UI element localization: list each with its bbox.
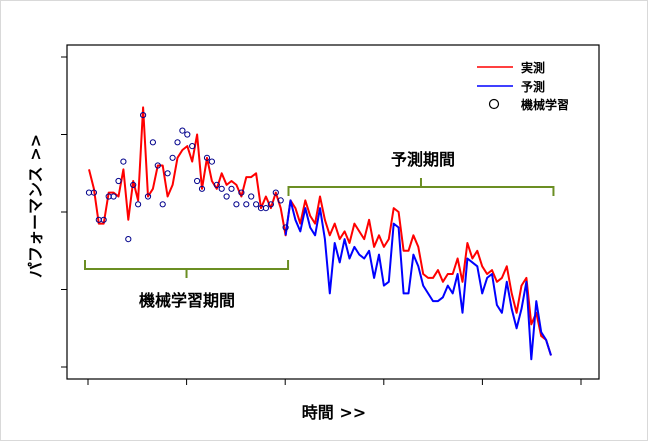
learning-period-bracket (84, 260, 290, 278)
ml-point (115, 177, 122, 185)
ml-point (120, 158, 127, 165)
ml-point (144, 193, 152, 200)
ml-point (198, 185, 206, 192)
ml-point (248, 193, 255, 200)
ml-point (238, 189, 245, 196)
legend: 実測 予測 機械学習 (477, 60, 569, 112)
legend-actual-label: 実測 (521, 60, 545, 75)
ml-point (203, 154, 211, 161)
ml-point (262, 205, 269, 212)
ml-point (228, 185, 235, 192)
ml-point (159, 201, 166, 208)
legend-predicted-label: 予測 (521, 79, 545, 94)
ml-point (243, 201, 250, 208)
ml-point (189, 143, 196, 150)
actual-series-line (88, 106, 552, 356)
ml-point (149, 139, 156, 146)
ml-point (164, 170, 171, 177)
ml-point (233, 201, 240, 208)
ml-point (174, 139, 181, 146)
ml-point (100, 216, 107, 223)
ml-point (110, 193, 117, 200)
prediction-period-bracket (287, 178, 555, 196)
legend-ml-label: 機械学習 (521, 97, 569, 112)
x-axis-label: 時間 >> (302, 403, 366, 422)
ml-point (154, 162, 161, 169)
ml-point (213, 181, 220, 188)
ml-point (267, 201, 274, 208)
ml-point (194, 177, 201, 185)
ml-point (90, 189, 98, 196)
predicted-series-line (284, 199, 552, 361)
ml-point (125, 236, 132, 243)
ml-point (272, 189, 279, 196)
ml-point (282, 224, 289, 231)
ml-point (130, 181, 137, 188)
ml-point (277, 197, 284, 204)
ml-point (223, 193, 230, 200)
ml-point (184, 131, 191, 138)
ml-point (135, 201, 142, 208)
ml-point (253, 201, 260, 208)
ml-point (179, 127, 186, 134)
period-brackets (84, 178, 555, 278)
ml-point (218, 185, 225, 192)
legend-ml-marker (488, 98, 500, 110)
ml-point (169, 154, 176, 161)
series-layer (85, 106, 552, 361)
learning-period-label: 機械学習期間 (139, 291, 235, 310)
plot-area (66, 44, 600, 380)
ml-point (140, 112, 147, 119)
y-axis-label: パフォーマンス >> (26, 134, 45, 278)
prediction-period-label: 予測期間 (391, 150, 455, 169)
axes (61, 56, 582, 385)
ml-point (208, 158, 215, 165)
